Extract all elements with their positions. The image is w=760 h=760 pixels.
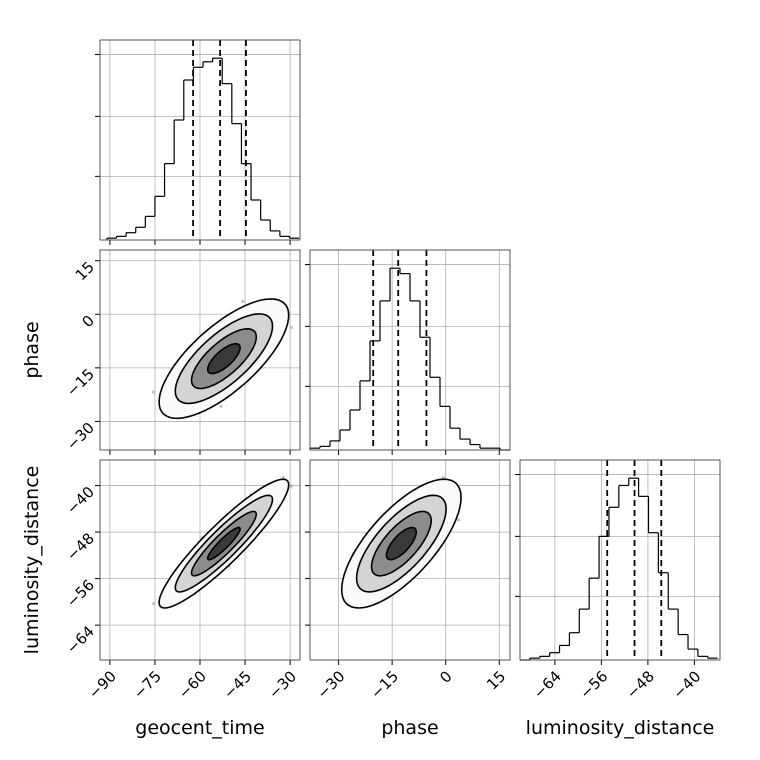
panel-frame — [99, 39, 301, 241]
y-tick-label: −30 — [63, 419, 98, 454]
contour — [206, 526, 241, 561]
sample-point — [151, 602, 156, 606]
x-tick-label: −40 — [669, 667, 704, 702]
x-tick-label: −48 — [623, 667, 658, 702]
sample-point — [241, 299, 245, 304]
panel-frame — [309, 459, 511, 661]
panel-inner — [340, 475, 462, 609]
sample-point — [281, 475, 285, 480]
y-axis-label: phase — [21, 321, 43, 378]
panel-frame — [99, 459, 301, 661]
y-tick-label: −40 — [63, 483, 98, 518]
y-axis-label: luminosity_distance — [21, 466, 43, 655]
y-tick-label: −48 — [63, 529, 98, 564]
density-fill — [207, 527, 241, 560]
x-tick-label: −45 — [220, 667, 255, 702]
contour — [355, 494, 447, 593]
panel: −90 −75 −60 −45 −30 −64 −56 −48 −40 — [63, 459, 301, 702]
panel-frame — [99, 249, 301, 451]
panel: −30 −15 0 15 — [305, 459, 511, 702]
sample-point — [289, 484, 293, 488]
x-tick-label: −15 — [367, 667, 402, 702]
y-tick-label: −64 — [63, 622, 98, 657]
x-axis-label: geocent_time — [135, 717, 264, 739]
y-tick-label: 15 — [72, 258, 98, 284]
contour — [190, 510, 258, 577]
x-tick-label: −90 — [85, 667, 120, 702]
contour — [158, 478, 290, 609]
panel-frame — [309, 249, 511, 451]
contour — [206, 342, 241, 375]
sample-point — [151, 390, 156, 394]
contour — [190, 327, 258, 390]
panel — [95, 39, 301, 245]
panel-inner — [151, 298, 293, 420]
x-axis-label: luminosity_distance — [526, 717, 715, 739]
x-tick-label: −75 — [130, 667, 165, 702]
y-tick-label: −56 — [63, 576, 98, 611]
x-axis-label: phase — [381, 717, 438, 739]
panel — [305, 249, 511, 455]
contour — [340, 478, 462, 609]
sample-point — [441, 475, 445, 480]
density-fill — [386, 527, 417, 560]
density-fill — [207, 343, 241, 374]
panel-frame — [519, 459, 721, 661]
contour — [385, 526, 418, 561]
y-tick-label: −15 — [63, 365, 98, 400]
panel: −64 −56 −48 −40 — [515, 459, 721, 702]
x-tick-label: −30 — [313, 667, 348, 702]
contour — [174, 494, 274, 593]
contour — [174, 313, 274, 405]
sample-point — [289, 325, 293, 330]
sample-point — [219, 404, 223, 409]
contour — [370, 510, 433, 577]
x-tick-label: −56 — [576, 667, 611, 702]
x-tick-label: −60 — [175, 667, 210, 702]
x-tick-label: −30 — [265, 667, 300, 702]
sample-point — [456, 518, 461, 522]
x-tick-label: 15 — [483, 667, 509, 693]
x-tick-label: −64 — [530, 667, 565, 702]
panel-inner — [151, 475, 293, 609]
contour — [158, 298, 290, 420]
x-tick-label: 0 — [436, 667, 455, 686]
